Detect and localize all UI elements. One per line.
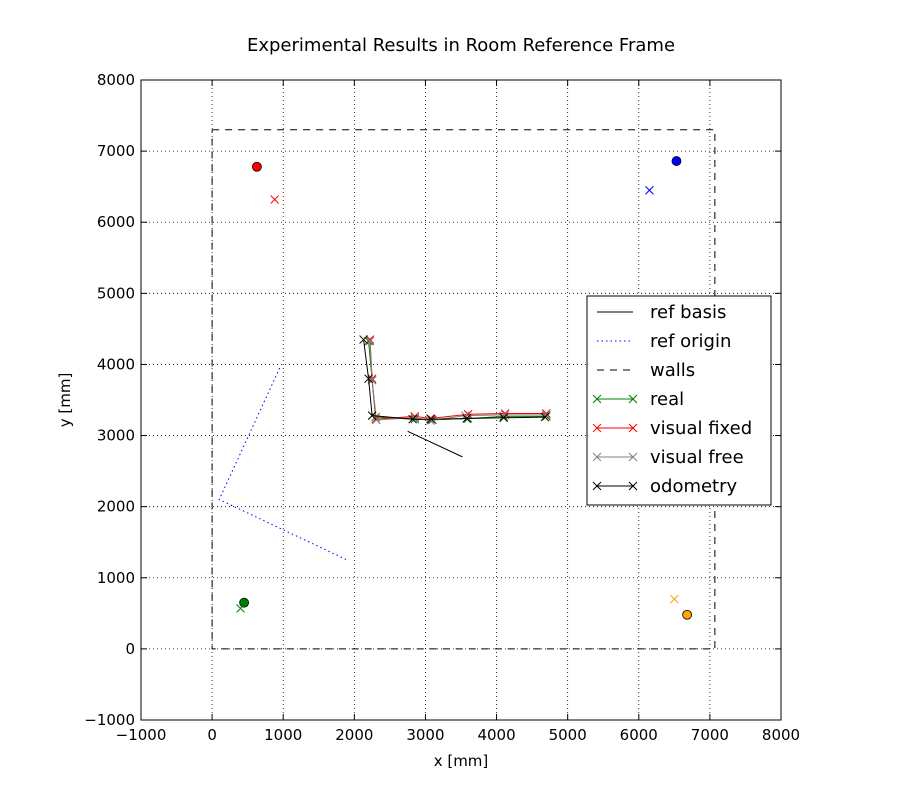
- legend-box: [586, 295, 772, 506]
- x-axis-label: x [mm]: [434, 752, 489, 770]
- legend-label: visual free: [650, 447, 744, 468]
- circle-marker: [671, 156, 682, 166]
- y-tick-label: 6000: [97, 213, 135, 231]
- point-odometry: [359, 335, 368, 344]
- y-axis-ticks: −1000 0 1000 2000 3000 4000 5000 6000 7000 8000: [84, 71, 781, 729]
- legend-label: ref origin: [650, 331, 731, 352]
- legend-item-ref-basis: ref basis: [597, 302, 726, 323]
- point-odometry: [364, 374, 373, 384]
- x-tick-label: 1000: [264, 726, 302, 744]
- x-marker: [645, 185, 654, 195]
- legend-marker: [592, 452, 602, 462]
- x-tick-label: 7000: [691, 726, 729, 744]
- legend-item-odometry: odometry: [592, 476, 738, 497]
- legend-item-walls: walls: [597, 360, 695, 381]
- y-tick-label: 7000: [97, 142, 135, 160]
- x-tick-label: −1000: [116, 726, 167, 744]
- legend: ref basis ref origin walls real visual fixed…: [586, 295, 772, 506]
- y-tick-label: 2000: [97, 498, 135, 516]
- point-odometry: [462, 414, 472, 423]
- x-tick-label: 4000: [477, 726, 515, 744]
- legend-label: ref basis: [650, 302, 726, 323]
- legend-marker: [628, 481, 638, 491]
- x-tick-label: 2000: [335, 726, 373, 744]
- point-visual-free: [541, 410, 551, 420]
- legend-marker: [592, 423, 602, 433]
- plot-frame: [140, 79, 782, 721]
- x-axis-ticks: −1000 0 1000 2000 3000 4000 5000 6000 7000 8000: [116, 80, 800, 744]
- legend-marker: [628, 394, 638, 404]
- point-odometry: [367, 411, 377, 420]
- legend-label: odometry: [650, 476, 738, 497]
- point-odometry: [408, 414, 417, 424]
- x-marker: [270, 195, 280, 204]
- x-tick-label: 6000: [620, 726, 658, 744]
- x-marker: [236, 604, 245, 613]
- legend-marker: [592, 394, 602, 404]
- series-layer: [211, 129, 716, 650]
- y-tick-label: −1000: [84, 711, 135, 729]
- y-tick-label: 0: [125, 640, 135, 658]
- y-axis-label: y [mm]: [56, 373, 74, 428]
- legend-label: real: [650, 389, 684, 410]
- y-tick-label: 5000: [97, 284, 135, 302]
- legend-item-real: real: [592, 389, 684, 410]
- legend-marker: [628, 423, 638, 433]
- circle-marker: [239, 597, 250, 608]
- point-odometry: [540, 412, 550, 422]
- x-tick-label: 5000: [549, 726, 587, 744]
- circle-marker: [252, 161, 262, 172]
- legend-marker: [628, 452, 638, 462]
- legend-item-visual-fixed: visual fixed: [592, 418, 752, 439]
- series-odometry: [359, 335, 550, 424]
- point-visual-fixed: [365, 335, 375, 344]
- y-tick-label: 3000: [97, 427, 135, 445]
- point-odometry: [426, 414, 436, 424]
- y-tick-label: 1000: [97, 569, 135, 587]
- point-visual-free: [410, 413, 420, 423]
- legend-item-visual-free: visual free: [592, 447, 744, 468]
- y-tick-label: 8000: [97, 71, 135, 89]
- x-tick-label: 8000: [762, 726, 800, 744]
- series-line-ref-basis: [407, 430, 463, 458]
- chart-title: Experimental Results in Room Reference F…: [247, 35, 675, 56]
- x-marker: [669, 594, 679, 604]
- point-odometry: [499, 413, 509, 423]
- x-tick-label: 3000: [406, 726, 444, 744]
- x-tick-label: 0: [207, 726, 217, 744]
- series-ref-origin: [218, 367, 348, 561]
- series-line-odometry: [363, 339, 545, 420]
- legend-label: visual fixed: [650, 418, 752, 439]
- legend-label: walls: [650, 360, 695, 381]
- circle-marker: [682, 609, 693, 620]
- point-visual-free: [426, 416, 435, 425]
- y-tick-label: 4000: [97, 355, 135, 373]
- legend-item-ref-origin: ref origin: [597, 331, 731, 352]
- legend-marker: [592, 481, 602, 491]
- series-line-ref-origin: [218, 367, 348, 561]
- standalone-markers: [236, 156, 693, 620]
- series-ref-basis: [407, 430, 463, 458]
